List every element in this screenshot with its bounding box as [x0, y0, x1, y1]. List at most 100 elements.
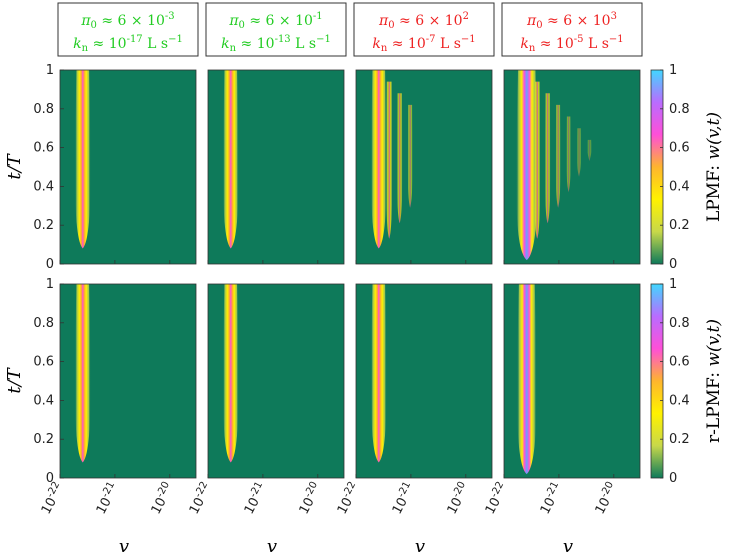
- column-header-1: π0 ≈ 6 × 10-3 kn ≈ 10-17 L s−1: [57, 2, 199, 57]
- x-tick-label: 10-22: [333, 480, 363, 517]
- panel-frame: [355, 69, 493, 265]
- header-kn: kn ≈ 10-7 L s−1: [372, 34, 475, 54]
- density-band-2: [386, 81, 393, 239]
- header-pi0: π0 ≈ 6 × 103: [526, 11, 617, 31]
- colorbar-label: LPMF: w(v,t): [704, 112, 724, 222]
- axes-labels: t/T t/T v v v v: [4, 152, 573, 556]
- colorbar-tick-label: 0.6: [669, 141, 690, 156]
- y-tick-label: 1: [46, 277, 54, 292]
- header-kn: kn ≈ 10-17 L s−1: [73, 34, 183, 54]
- x-tick-label: 10-20: [591, 480, 621, 517]
- panel-lpmf-3: [355, 69, 493, 265]
- y-tick-label: 0.8: [33, 102, 54, 117]
- column-header-2: π0 ≈ 6 × 10-1 kn ≈ 10-13 L s−1: [205, 2, 347, 57]
- colorbar-tick-label: 0.4: [669, 393, 690, 408]
- colorbar-tick-label: 0.8: [669, 102, 690, 117]
- x-tick-label: 10-20: [147, 480, 177, 517]
- density-band-5: [566, 116, 571, 193]
- x-axis-label: v: [415, 536, 425, 556]
- x-tick-label: 10-20: [295, 480, 325, 517]
- column-header-3: π0 ≈ 6 × 102 kn ≈ 10-7 L s−1: [353, 2, 495, 57]
- colorbar-label: r-LPMF: w(v,t): [704, 319, 724, 443]
- y-tick-label: 1: [46, 63, 54, 78]
- x-tick-label: 10-20: [443, 480, 473, 517]
- x-tick-label: 10-21: [536, 480, 566, 517]
- y-axis-label: t/T: [4, 366, 25, 393]
- density-band-2: [534, 81, 541, 239]
- colorbar-rlpmf: 0 0.2 0.4 0.6 0.8 1 r-LPMF: w(v,t): [650, 277, 724, 486]
- colorbar-gradient: [650, 283, 664, 479]
- colorbar-tick-label: 0.2: [669, 218, 690, 233]
- colorbar-gradient: [650, 69, 664, 265]
- header-box: [57, 2, 199, 57]
- panel-frame: [503, 283, 641, 479]
- x-tick-label: 10-21: [388, 480, 418, 517]
- header-pi0: π0 ≈ 6 × 102: [378, 11, 469, 31]
- x-tick-label: 10-22: [185, 480, 215, 517]
- panel-lpmf-4: [503, 69, 641, 265]
- panel-frame: [59, 283, 197, 479]
- panel-rlpmf-3: 10-22 10-21 10-20: [333, 283, 493, 517]
- panel-lpmf-2: [207, 69, 345, 265]
- panel-lpmf-1: 0 0.2 0.4 0.6 0.8 1: [33, 63, 197, 272]
- colorbar-tick-label: 0.2: [669, 432, 690, 447]
- y-tick-label: 0.8: [33, 316, 54, 331]
- x-tick-label: 10-21: [240, 480, 270, 517]
- x-tick-label: 10-21: [92, 480, 122, 517]
- colorbars: 0 0.2 0.4 0.6 0.8 1 LPMF: w(v,t) 0 0.2 0.4 0.6 0.8 1…: [650, 63, 724, 486]
- density-band-1: [516, 284, 537, 475]
- density-band-4: [407, 104, 413, 208]
- colorbar-tick-label: 1: [669, 277, 677, 292]
- panel-frame: [207, 69, 345, 265]
- density-band-1: [370, 70, 387, 249]
- header-kn: kn ≈ 10-13 L s−1: [221, 34, 331, 54]
- y-tick-label: 0: [46, 471, 54, 486]
- panel-rlpmf-1: 0 0.2 0.4 0.6 0.8 1 10-22 10-21 10-20: [33, 277, 197, 517]
- header-pi0: π0 ≈ 6 × 10-1: [228, 11, 322, 31]
- density-band-1: [370, 284, 387, 463]
- density-band-3: [396, 93, 403, 224]
- density-band-7: [587, 139, 592, 162]
- colorbar-lpmf: 0 0.2 0.4 0.6 0.8 1 LPMF: w(v,t): [650, 63, 724, 272]
- header-pi0: π0 ≈ 6 × 10-3: [80, 11, 174, 31]
- header-box: [205, 2, 347, 57]
- header-kn: kn ≈ 10-5 L s−1: [520, 34, 623, 54]
- y-tick-label: 0.4: [33, 179, 54, 194]
- colorbar-tick-label: 0.4: [669, 179, 690, 194]
- x-axis-label: v: [119, 536, 129, 556]
- density-band-1: [516, 70, 538, 261]
- header-box: [353, 2, 495, 57]
- density-band-3: [544, 93, 551, 224]
- y-tick-label: 0.2: [33, 218, 54, 233]
- density-band-6: [576, 128, 582, 177]
- colorbar-tick-label: 1: [669, 63, 677, 78]
- x-axis-label: v: [267, 536, 277, 556]
- column-header-4: π0 ≈ 6 × 103 kn ≈ 10-5 L s−1: [501, 2, 643, 57]
- y-tick-label: 0: [46, 257, 54, 272]
- panel-rlpmf-4: 10-22 10-21 10-20: [481, 283, 641, 517]
- panel-frame: [59, 69, 197, 265]
- x-axis-label: v: [563, 536, 573, 556]
- density-band-1: [74, 284, 91, 463]
- header-box: [501, 2, 643, 57]
- heatmap-panels: 00.20.40.60.8100.20.40.60.8110-2210-2110…: [33, 63, 641, 517]
- panel-frame: [207, 283, 345, 479]
- panel-frame: [503, 69, 641, 265]
- column-headers: π0 ≈ 6 × 10-3kn ≈ 10-17 L s−1π0 ≈ 6 × 10…: [57, 2, 643, 57]
- density-band-1: [222, 284, 239, 463]
- colorbar-tick-label: 0.8: [669, 316, 690, 331]
- y-axis-label: t/T: [4, 152, 25, 179]
- y-tick-label: 0.6: [33, 141, 54, 156]
- x-tick-label: 10-22: [37, 480, 67, 517]
- density-band-4: [555, 104, 561, 208]
- y-tick-label: 0.2: [33, 432, 54, 447]
- density-band-1: [222, 70, 239, 249]
- x-tick-label: 10-22: [481, 480, 511, 517]
- colorbar-tick-label: 0.6: [669, 355, 690, 370]
- colorbar-tick-label: 0: [669, 471, 677, 486]
- density-band-1: [74, 70, 91, 249]
- y-tick-label: 0.6: [33, 355, 54, 370]
- panel-rlpmf-2: 10-22 10-21 10-20: [185, 283, 345, 517]
- colorbar-tick-label: 0: [669, 257, 677, 272]
